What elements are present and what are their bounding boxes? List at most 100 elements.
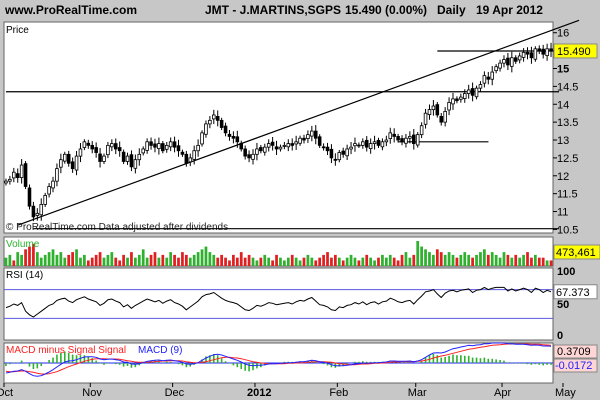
volume-bar (39, 257, 43, 266)
candle-body (263, 146, 267, 153)
candle-body (302, 137, 306, 141)
volume-bar (530, 257, 533, 266)
volume-bar (447, 252, 451, 266)
volume-bar (32, 243, 35, 266)
candle-body (282, 144, 287, 147)
volume-bar (384, 257, 388, 266)
macd-blue-value-box (553, 358, 598, 373)
candle-body (498, 62, 502, 69)
candle-body (94, 147, 98, 153)
candle-body (117, 147, 122, 152)
price-tick-label: 12 (557, 171, 569, 183)
candle-body (223, 125, 228, 134)
volume-bar (4, 257, 8, 266)
candle-body (23, 163, 28, 187)
volume-bar (541, 257, 545, 266)
candle-body (486, 76, 491, 80)
candle-body (43, 195, 47, 205)
x-tick-label: Dec (165, 387, 185, 399)
candle-body (55, 168, 59, 182)
candle-body (388, 132, 393, 139)
candle-body (125, 155, 130, 162)
volume-bar (428, 252, 431, 266)
candle-body (19, 164, 24, 178)
candle-body (447, 102, 451, 111)
volume-bar (459, 254, 463, 266)
candle-body (380, 141, 385, 148)
candle-body (4, 180, 8, 184)
volume-bar (377, 257, 380, 266)
volume-bar (432, 254, 435, 266)
volume-bar (435, 249, 439, 266)
candle-body (192, 150, 196, 160)
macd-blue-label: MACD (9) (138, 345, 182, 356)
volume-bar (204, 246, 208, 266)
volume-bar (396, 260, 400, 266)
volume-bar (275, 254, 278, 266)
price-tick-label: 13 (557, 135, 569, 147)
candle-body (110, 143, 114, 148)
candle-body (149, 141, 153, 146)
volume-bar (451, 254, 455, 266)
candle-body (243, 148, 247, 157)
volume-bar (133, 257, 137, 266)
volume-bar (381, 254, 384, 266)
candle-body (157, 143, 161, 149)
volume-bar (310, 257, 314, 266)
candle-body (200, 132, 204, 145)
volume-bar (165, 257, 169, 266)
candle-body (172, 141, 177, 148)
date-label: 19 Apr 2012 (476, 3, 543, 17)
candle-body (82, 141, 87, 148)
price-panel-label: Price (6, 25, 29, 36)
volume-bar (216, 257, 220, 266)
candle-body (90, 144, 95, 150)
volume-bar (149, 254, 153, 266)
x-tick-label: 2012 (247, 387, 271, 399)
candle-body (431, 105, 436, 111)
candle-body (533, 48, 538, 60)
volume-bar (110, 252, 114, 266)
volume-bar (467, 254, 471, 266)
candle-body (404, 137, 408, 144)
volume-bar (373, 260, 376, 266)
volume-bar (169, 252, 173, 266)
volume-bar (247, 254, 251, 266)
watermark: © ProRealTime.com Data adjusted after di… (6, 222, 228, 233)
rsi-line (5, 286, 552, 318)
candle-body (419, 125, 424, 136)
candle-body (239, 142, 244, 150)
candle-body (537, 48, 542, 52)
site-label[interactable]: www.ProRealTime.com (5, 3, 138, 17)
candle-body (78, 148, 83, 157)
price-tick-label: 14 (557, 99, 569, 111)
volume-bar (326, 252, 329, 266)
candle-body (270, 141, 275, 146)
candle-body (231, 136, 236, 139)
volume-bar (486, 254, 490, 266)
volume-bar (259, 257, 263, 266)
volume-bar (114, 257, 118, 266)
volume-bar (533, 254, 537, 266)
candle-body (66, 153, 71, 164)
volume-bar (59, 252, 63, 266)
rsi-label: RSI (14) (6, 270, 43, 281)
candle-body (392, 133, 396, 137)
volume-bar (212, 254, 216, 266)
volume-bar (294, 257, 298, 266)
candle-body (427, 109, 432, 116)
x-tick-label: Nov (82, 387, 102, 399)
volume-bar (220, 254, 224, 266)
volume-bar (192, 254, 196, 266)
volume-bar (55, 254, 59, 266)
volume-bar (365, 254, 369, 266)
volume-bar (545, 260, 549, 266)
volume-bar (98, 252, 102, 266)
volume-bar (200, 249, 204, 266)
price-tick-label: 11 (557, 207, 568, 219)
volume-bar (141, 249, 145, 266)
candle-body (168, 141, 173, 148)
candle-body (423, 112, 428, 125)
volume-bar (35, 252, 39, 266)
